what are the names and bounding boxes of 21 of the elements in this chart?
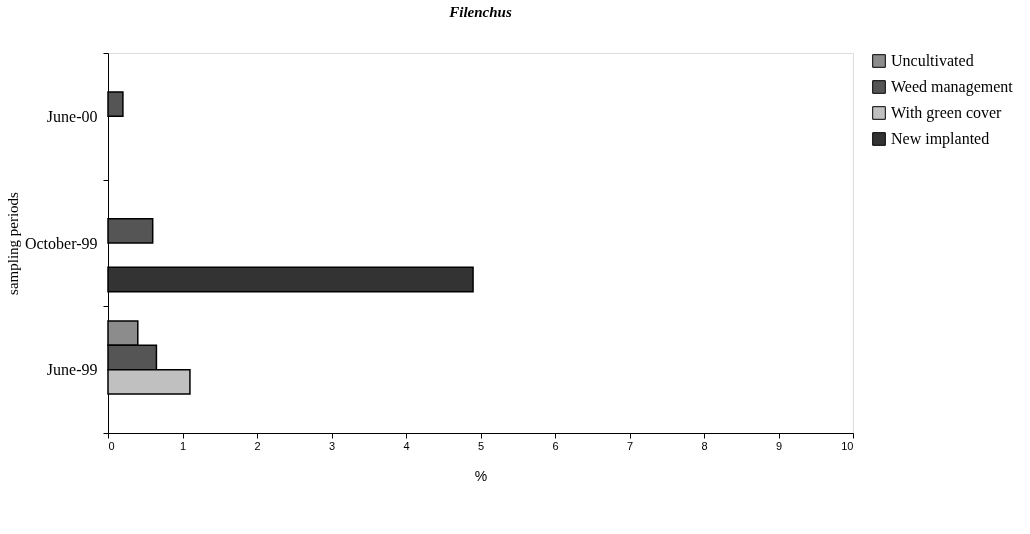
x-tick-label: 7 xyxy=(626,439,634,452)
y-axis-title: sampling periods xyxy=(4,191,21,295)
x-tick-label: 3 xyxy=(328,439,336,452)
x-tick-label: 8 xyxy=(701,439,708,452)
y-tick-label: October-99 xyxy=(24,234,98,252)
legend-label: Uncultivated xyxy=(891,52,974,69)
x-tick-label: 0 xyxy=(108,439,115,452)
y-tick-label: June-00 xyxy=(46,107,98,125)
legend-label: New implanted xyxy=(891,130,990,148)
chart-title: Filenchus xyxy=(448,4,512,20)
x-tick-label: 9 xyxy=(775,439,783,452)
x-axis-title: % xyxy=(474,467,488,484)
legend-label: With green cover xyxy=(891,104,1003,122)
x-tick-label: 5 xyxy=(477,439,485,452)
y-tick-label: June-99 xyxy=(46,361,98,379)
x-tick-label: 2 xyxy=(254,439,261,452)
legend-label: Weed management xyxy=(891,78,1014,96)
x-tick-label: 10 xyxy=(841,439,854,452)
x-tick-label: 4 xyxy=(403,439,410,452)
x-tick-label: 1 xyxy=(179,439,187,452)
x-tick-label: 6 xyxy=(552,439,559,452)
